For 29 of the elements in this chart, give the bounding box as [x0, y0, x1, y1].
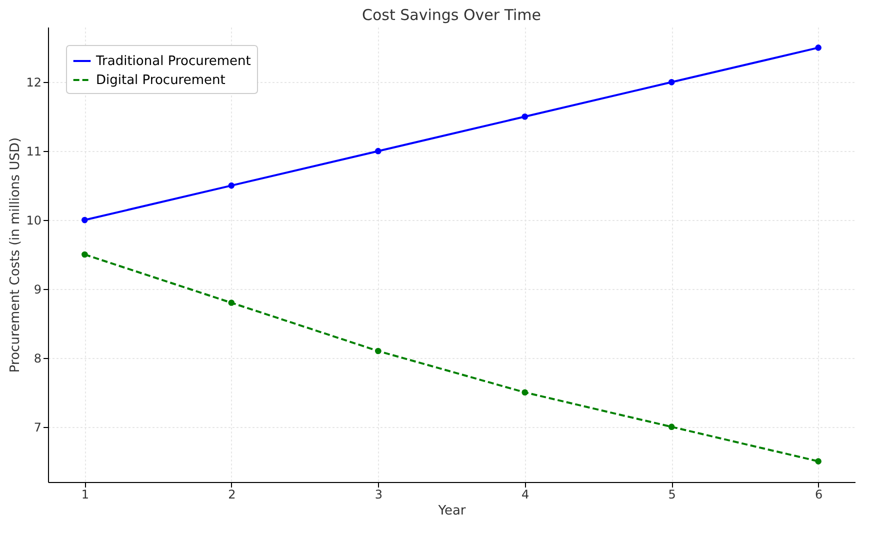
x-tick-label: 3	[374, 488, 382, 502]
point	[374, 148, 382, 154]
x-tick-label: 5	[668, 488, 676, 502]
point	[522, 113, 528, 120]
point	[815, 458, 822, 464]
x-tick-label: 6	[815, 488, 823, 502]
point	[668, 78, 675, 86]
chart-title: Cost Savings Over Time	[362, 6, 542, 24]
point	[374, 348, 382, 354]
point	[228, 300, 235, 306]
point	[82, 251, 88, 258]
point	[228, 182, 235, 189]
x-axis-title: Year	[437, 504, 466, 518]
legend-label: Digital Procurement	[96, 73, 226, 88]
legend-label: Traditional Procurement	[95, 54, 251, 69]
point	[82, 216, 88, 224]
x-tick-label: 1	[81, 488, 89, 502]
point	[668, 424, 675, 430]
y-tick-label: 7	[34, 420, 42, 434]
x-tick-label: 2	[228, 488, 236, 502]
y-axis-title: Procurement Costs (in millions USD)	[8, 137, 24, 373]
point	[522, 389, 528, 396]
point	[815, 44, 822, 51]
y-tick-label: 8	[34, 351, 42, 366]
y-tick-label: 9	[34, 282, 42, 296]
x-tick-label: 4	[522, 488, 530, 502]
y-tick-label: 12	[26, 76, 42, 90]
y-tick-label: 10	[26, 214, 42, 228]
y-tick-label: 11	[26, 144, 42, 159]
